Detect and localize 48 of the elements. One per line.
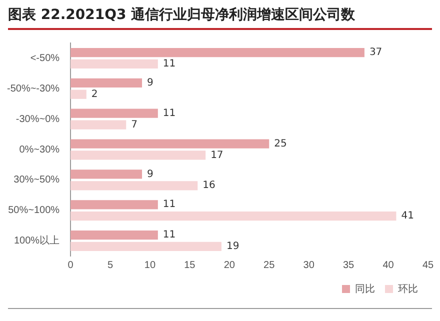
y-tick-label: -30%~0% [16, 114, 60, 125]
data-label: 2 [91, 88, 98, 100]
data-label: 17 [210, 150, 224, 161]
data-label: 11 [162, 58, 176, 70]
x-tick-label: 40 [382, 260, 394, 271]
y-tick-label: 50%~100% [8, 205, 60, 216]
x-tick-label: 25 [264, 260, 276, 271]
bar [70, 139, 270, 148]
legend-label: 环比 [398, 282, 418, 295]
bar [70, 48, 364, 58]
bar [70, 78, 142, 88]
bar [70, 150, 206, 160]
bar [70, 170, 142, 179]
data-label: 16 [202, 180, 216, 192]
bar [70, 59, 158, 68]
y-tick-label: 0%~30% [19, 144, 60, 156]
y-tick-label: <-50% [30, 52, 60, 64]
x-tick-label: 10 [144, 260, 156, 271]
bar [70, 108, 158, 118]
x-tick-label: 5 [107, 260, 114, 271]
bar [70, 242, 222, 252]
data-label: 37 [369, 47, 382, 58]
y-tick-label: -50%~-30% [7, 83, 60, 94]
data-label: 11 [162, 230, 176, 241]
bar [70, 181, 198, 190]
bar [70, 90, 86, 99]
x-tick-label: 0 [68, 260, 74, 271]
data-label: 11 [162, 108, 176, 119]
bar [70, 230, 158, 240]
data-label: 9 [147, 168, 154, 180]
x-tick-label: 15 [184, 260, 196, 271]
data-label: 41 [401, 210, 414, 222]
data-label: 25 [274, 138, 287, 150]
x-tick-label: 30 [303, 260, 315, 271]
bar [70, 212, 396, 221]
y-tick-label: 30%~50% [14, 174, 60, 186]
legend-label: 同比 [355, 282, 375, 295]
chart-title: 图表 22.2021Q3 通信行业归母净利润增速区间公司数 [8, 6, 432, 30]
data-label: 11 [162, 199, 176, 210]
data-label: 19 [226, 241, 240, 252]
data-label: 9 [147, 78, 154, 89]
x-tick-label: 35 [343, 260, 355, 271]
x-tick-label: 20 [224, 260, 236, 271]
data-label: 7 [131, 119, 138, 130]
bar [70, 200, 158, 210]
x-tick-label: 45 [422, 260, 434, 271]
bar [70, 120, 126, 130]
y-tick-label: 100%以上 [14, 234, 60, 247]
